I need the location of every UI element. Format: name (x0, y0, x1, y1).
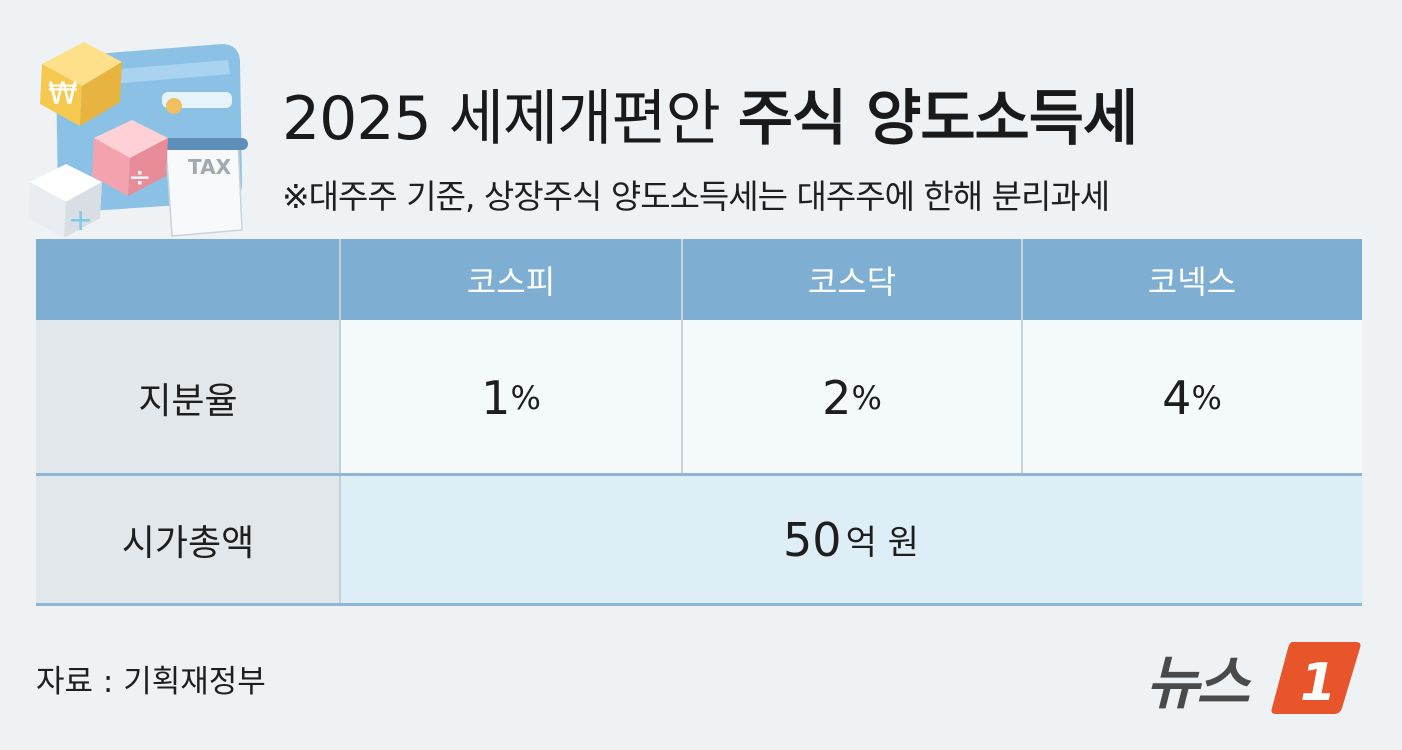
subtitle: ※대주주 기준, 상장주식 양도소득세는 대주주에 한해 분리과세 (282, 177, 1110, 216)
header-kospi: 코스피 (340, 239, 682, 320)
value-kospi: 1% (340, 320, 682, 475)
column-divider (339, 239, 341, 604)
title-bold: 주식 양도소득세 (737, 84, 1138, 154)
value-konex: 4% (1022, 320, 1362, 475)
plus-icon: + (28, 164, 102, 238)
value-market-cap-unit: 억 원 (845, 523, 919, 563)
value-konex-unit: % (1191, 378, 1222, 417)
logo-text: 뉴스 (1146, 649, 1250, 717)
svg-text:₩: ₩ (48, 77, 78, 112)
value-market-cap-num: 50 (783, 512, 842, 567)
logo-mark: 1 (1300, 653, 1336, 713)
source-note: 자료 : 기획재정부 (36, 664, 266, 700)
header-kosdaq: 코스닥 (682, 239, 1022, 320)
value-market-cap: 50 억 원 (340, 475, 1362, 604)
value-kosdaq-num: 2 (822, 370, 852, 425)
page-title: 2025 세제개편안 주식 양도소득세 (282, 70, 1138, 157)
value-kosdaq: 2% (682, 320, 1022, 475)
value-kospi-unit: % (510, 378, 541, 417)
tax-illustration: TAX ₩ ÷ + (28, 42, 248, 238)
value-kospi-num: 1 (481, 370, 511, 425)
tax-table: 코스피 코스닥 코넥스 지분율 1% 2% 4% 시가총액 50 억 원 (36, 239, 1362, 606)
row-label-market-cap: 시가총액 (36, 475, 340, 604)
svg-text:+: + (68, 203, 93, 238)
column-divider (681, 239, 683, 475)
column-divider (1021, 239, 1023, 475)
won-icon: ₩ (40, 42, 122, 126)
value-kosdaq-unit: % (851, 378, 882, 417)
header-konex: 코넥스 (1022, 239, 1362, 320)
title-light: 2025 세제개편안 (282, 84, 721, 154)
svg-text:÷: ÷ (128, 160, 151, 193)
logo-mark-icon: 1 (1271, 642, 1361, 714)
table-bottom-border (36, 603, 1362, 606)
divide-icon: ÷ (92, 120, 168, 196)
row-label-share-ratio: 지분율 (36, 320, 340, 475)
news1-logo: 뉴스 1 (1146, 636, 1362, 717)
row-divider (36, 473, 1362, 476)
header-corner (36, 239, 340, 320)
value-konex-num: 4 (1162, 370, 1192, 425)
tax-label: TAX (188, 155, 232, 179)
